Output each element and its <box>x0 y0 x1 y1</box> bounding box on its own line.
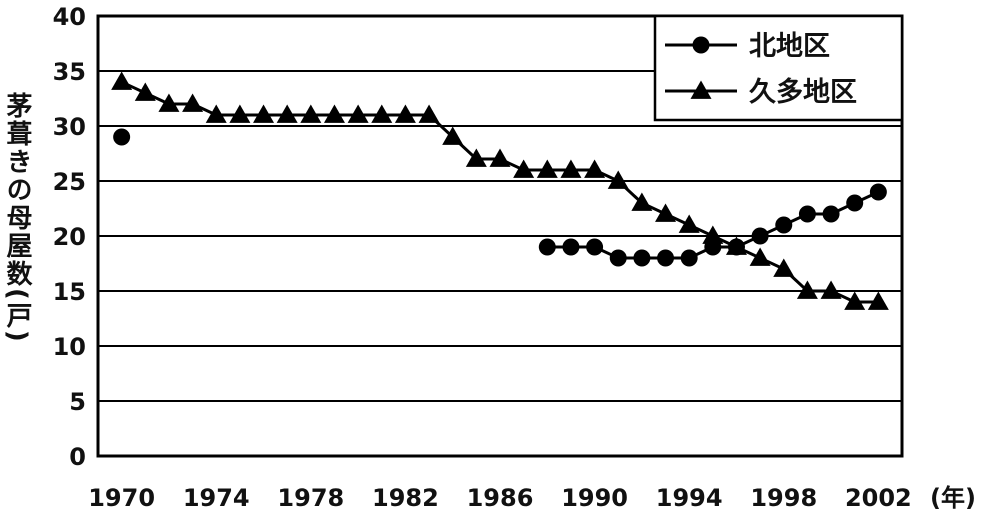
y-tick-label: 5 <box>69 388 86 416</box>
x-tick-label: 1978 <box>277 484 344 512</box>
data-point <box>775 216 793 234</box>
y-tick-label: 30 <box>53 113 86 141</box>
legend-label: 北地区 <box>749 31 830 62</box>
x-tick-labels: 1970 1974 1978 1982 1986 1990 1994 1998 2002 <box>88 484 912 512</box>
data-point <box>798 205 816 223</box>
data-point <box>394 104 416 123</box>
data-point <box>678 214 700 233</box>
data-point <box>536 159 558 178</box>
y-tick-label: 35 <box>53 58 86 86</box>
x-tick-label: 1994 <box>656 484 723 512</box>
data-point <box>465 148 487 167</box>
data-point <box>371 104 393 123</box>
data-point <box>538 238 556 256</box>
data-point <box>655 203 677 222</box>
data-point <box>418 104 440 123</box>
data-point <box>253 104 275 123</box>
data-point <box>631 192 653 211</box>
data-point <box>229 104 251 123</box>
y-tick-label: 10 <box>53 333 86 361</box>
data-point <box>560 159 582 178</box>
y-tick-label: 20 <box>53 223 86 251</box>
series-2 <box>111 71 889 310</box>
data-point <box>276 104 298 123</box>
x-tick-label: 2002 <box>845 484 912 512</box>
data-point <box>562 238 580 256</box>
data-point <box>586 238 604 256</box>
legend-label: 久多地区 <box>749 77 857 108</box>
data-point <box>867 291 889 310</box>
data-point <box>158 93 180 112</box>
data-point <box>347 104 369 123</box>
data-point <box>820 280 842 299</box>
data-point <box>584 159 606 178</box>
data-point <box>680 249 698 267</box>
y-tick-label: 40 <box>53 3 86 31</box>
data-point <box>513 159 535 178</box>
data-point <box>607 170 629 189</box>
data-point <box>657 249 675 267</box>
data-point <box>702 225 724 244</box>
data-point <box>134 82 156 101</box>
legend-box <box>653 14 904 122</box>
data-point <box>323 104 345 123</box>
legend-marker <box>690 80 712 99</box>
data-point <box>111 71 133 90</box>
data-point <box>300 104 322 123</box>
data-point <box>869 183 887 201</box>
data-point <box>846 194 864 212</box>
data-point <box>633 249 651 267</box>
data-point <box>796 280 818 299</box>
y-tick-label: 25 <box>53 168 86 196</box>
y-tick-label: 15 <box>53 278 86 306</box>
data-point <box>844 291 866 310</box>
y-tick-label: 0 <box>69 443 86 471</box>
x-tick-label: 1974 <box>183 484 250 512</box>
x-tick-label: 1990 <box>561 484 628 512</box>
data-point <box>113 128 131 146</box>
x-tick-label: 1986 <box>467 484 534 512</box>
data-point <box>749 247 771 266</box>
series-layer <box>111 71 889 310</box>
data-point <box>751 227 769 245</box>
data-point <box>609 249 627 267</box>
x-tick-label: 1970 <box>88 484 155 512</box>
plot-frame <box>96 14 904 458</box>
data-point <box>205 104 227 123</box>
y-tick-labels: 0 5 10 15 20 25 30 35 40 <box>53 3 86 471</box>
data-point <box>773 258 795 277</box>
x-axis-unit-label: (年) <box>930 484 976 512</box>
data-point <box>822 205 840 223</box>
x-tick-label: 1998 <box>750 484 817 512</box>
y-axis-label: 茅葺きの母屋数(戸) <box>2 92 32 344</box>
data-point <box>725 236 747 255</box>
grid-lines <box>98 70 902 402</box>
data-point <box>442 126 464 145</box>
data-point <box>182 93 204 112</box>
x-tick-label: 1982 <box>372 484 439 512</box>
legend-marker <box>692 36 710 54</box>
data-point <box>489 148 511 167</box>
